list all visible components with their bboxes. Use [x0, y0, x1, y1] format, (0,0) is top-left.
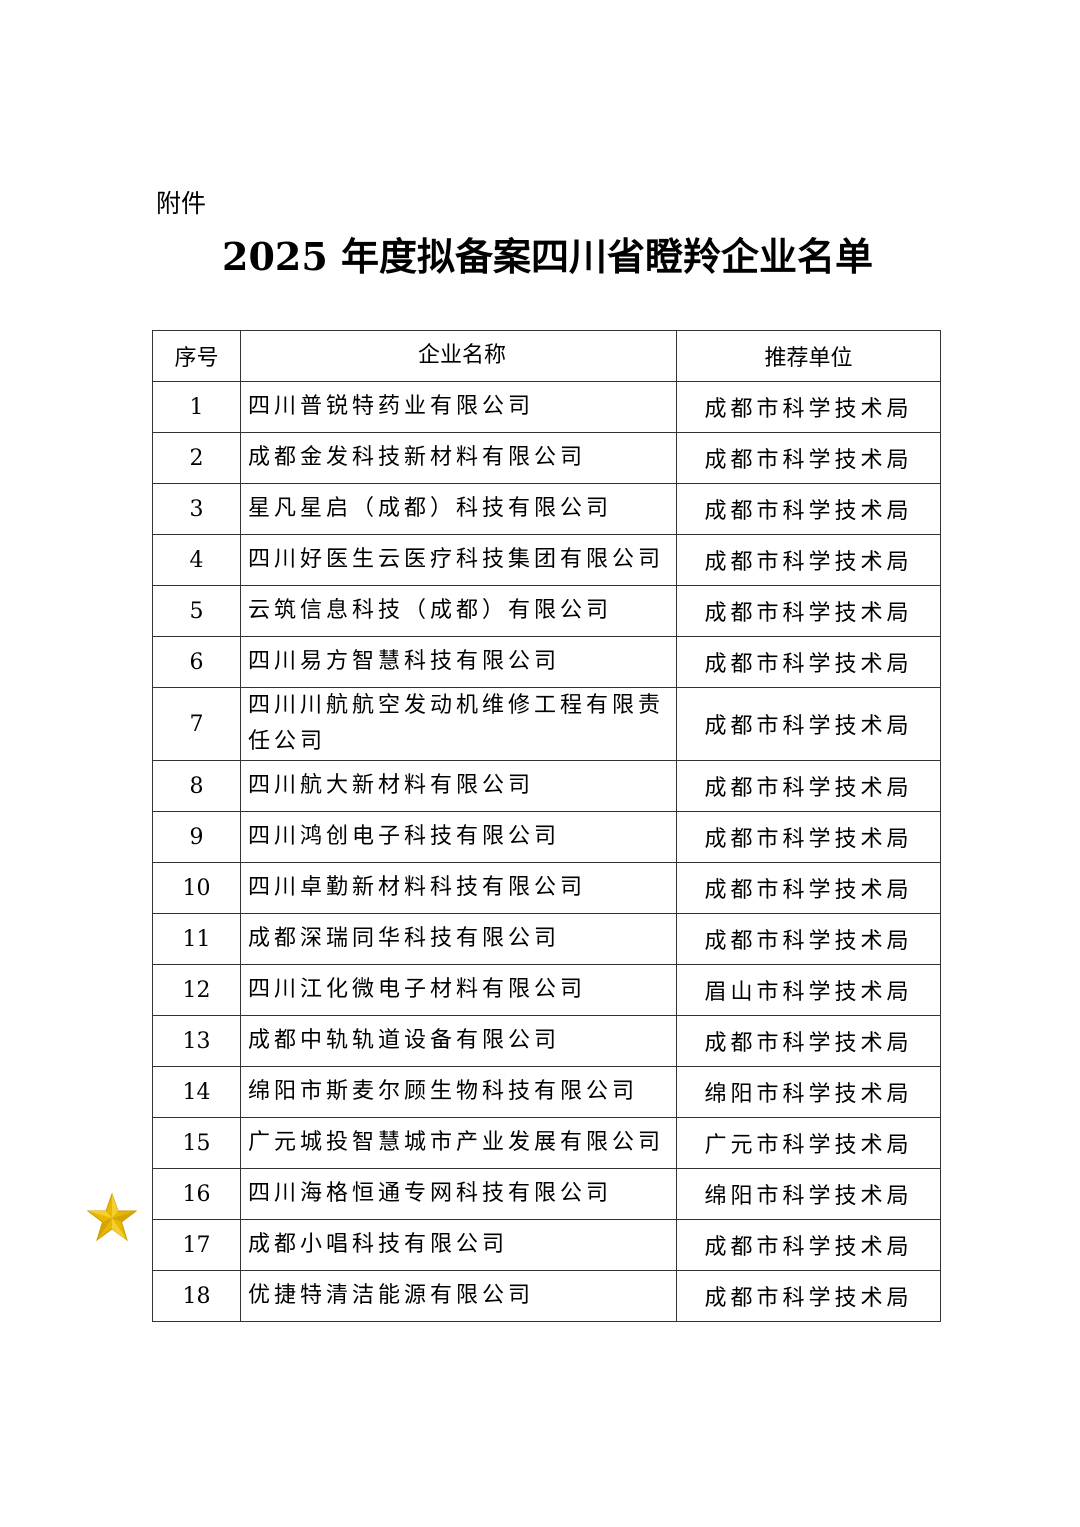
row-number: 9: [152, 811, 241, 863]
table-row: 9 四川鸿创电子科技有限公司 成都市科学技术局: [152, 811, 941, 863]
company-name: 四川易方智慧科技有限公司: [240, 636, 677, 688]
row-number: 14: [152, 1066, 241, 1118]
header-name: 企业名称: [240, 330, 677, 382]
row-number: 10: [152, 862, 241, 914]
company-name: 四川卓勤新材料科技有限公司: [240, 862, 677, 914]
company-name: 成都小唱科技有限公司: [240, 1219, 677, 1271]
table-row: 8 四川航大新材料有限公司 成都市科学技术局: [152, 760, 941, 812]
row-number: 16: [152, 1168, 241, 1220]
table-row: 11 成都深瑞同华科技有限公司 成都市科学技术局: [152, 913, 941, 965]
company-name: 优捷特清洁能源有限公司: [240, 1270, 677, 1322]
recommending-unit: 成都市科学技术局: [676, 1015, 941, 1067]
company-name: 四川航大新材料有限公司: [240, 760, 677, 812]
company-name: 星凡星启（成都）科技有限公司: [240, 483, 677, 535]
recommending-unit: 绵阳市科学技术局: [676, 1066, 941, 1118]
table-row: 15 广元城投智慧城市产业发展有限公司 广元市科学技术局: [152, 1117, 941, 1169]
company-name: 四川江化微电子材料有限公司: [240, 964, 677, 1016]
row-number: 11: [152, 913, 241, 965]
recommending-unit: 绵阳市科学技术局: [676, 1168, 941, 1220]
recommending-unit: 成都市科学技术局: [676, 1270, 941, 1322]
row-number: 5: [152, 585, 241, 637]
table-row: 16 四川海格恒通专网科技有限公司 绵阳市科学技术局: [152, 1168, 941, 1220]
table-row: 7 四川川航航空发动机维修工程有限责任公司 成都市科学技术局: [152, 687, 941, 761]
company-name: 四川川航航空发动机维修工程有限责任公司: [240, 687, 677, 761]
row-number: 15: [152, 1117, 241, 1169]
company-name: 四川鸿创电子科技有限公司: [240, 811, 677, 863]
attachment-label: 附件: [156, 189, 207, 218]
company-name: 绵阳市斯麦尔顾生物科技有限公司: [240, 1066, 677, 1118]
recommending-unit: 成都市科学技术局: [676, 636, 941, 688]
table-row: 4 四川好医生云医疗科技集团有限公司 成都市科学技术局: [152, 534, 941, 586]
table-row: 13 成都中轨轨道设备有限公司 成都市科学技术局: [152, 1015, 941, 1067]
recommending-unit: 成都市科学技术局: [676, 483, 941, 535]
row-number: 8: [152, 760, 241, 812]
recommending-unit: 成都市科学技术局: [676, 585, 941, 637]
recommending-unit: 成都市科学技术局: [676, 687, 941, 761]
table-row: 12 四川江化微电子材料有限公司 眉山市科学技术局: [152, 964, 941, 1016]
company-name: 成都深瑞同华科技有限公司: [240, 913, 677, 965]
row-number: 17: [152, 1219, 241, 1271]
recommending-unit: 成都市科学技术局: [676, 760, 941, 812]
table-row: 3 星凡星启（成都）科技有限公司 成都市科学技术局: [152, 483, 941, 535]
company-name: 成都金发科技新材料有限公司: [240, 432, 677, 484]
table-row: 18 优捷特清洁能源有限公司 成都市科学技术局: [152, 1270, 941, 1322]
recommending-unit: 广元市科学技术局: [676, 1117, 941, 1169]
row-number: 13: [152, 1015, 241, 1067]
recommending-unit: 成都市科学技术局: [676, 913, 941, 965]
table-header-row: 序号 企业名称 推荐单位: [152, 330, 941, 382]
header-unit: 推荐单位: [676, 330, 941, 382]
company-name: 成都中轨轨道设备有限公司: [240, 1015, 677, 1067]
row-number: 7: [152, 687, 241, 761]
row-number: 2: [152, 432, 241, 484]
company-name: 广元城投智慧城市产业发展有限公司: [240, 1117, 677, 1169]
star-icon: [86, 1192, 138, 1242]
row-number: 6: [152, 636, 241, 688]
table-row: 10 四川卓勤新材料科技有限公司 成都市科学技术局: [152, 862, 941, 914]
recommending-unit: 成都市科学技术局: [676, 862, 941, 914]
company-name: 云筑信息科技（成都）有限公司: [240, 585, 677, 637]
enterprise-table: 序号 企业名称 推荐单位 1 四川普锐特药业有限公司 成都市科学技术局 2 成都金发科技…: [152, 330, 941, 1322]
page-title: 2025 年度拟备案四川省瞪羚企业名单: [222, 234, 873, 279]
recommending-unit: 成都市科学技术局: [676, 1219, 941, 1271]
recommending-unit: 成都市科学技术局: [676, 534, 941, 586]
recommending-unit: 成都市科学技术局: [676, 432, 941, 484]
recommending-unit: 眉山市科学技术局: [676, 964, 941, 1016]
company-name: 四川普锐特药业有限公司: [240, 381, 677, 433]
recommending-unit: 成都市科学技术局: [676, 381, 941, 433]
row-number: 3: [152, 483, 241, 535]
header-no: 序号: [152, 330, 241, 382]
company-name: 四川海格恒通专网科技有限公司: [240, 1168, 677, 1220]
table-row: 5 云筑信息科技（成都）有限公司 成都市科学技术局: [152, 585, 941, 637]
recommending-unit: 成都市科学技术局: [676, 811, 941, 863]
table-row: 1 四川普锐特药业有限公司 成都市科学技术局: [152, 381, 941, 433]
row-number: 1: [152, 381, 241, 433]
row-number: 4: [152, 534, 241, 586]
row-number: 12: [152, 964, 241, 1016]
table-row: 6 四川易方智慧科技有限公司 成都市科学技术局: [152, 636, 941, 688]
table-row: 14 绵阳市斯麦尔顾生物科技有限公司 绵阳市科学技术局: [152, 1066, 941, 1118]
table-row: 17 成都小唱科技有限公司 成都市科学技术局: [152, 1219, 941, 1271]
table-row: 2 成都金发科技新材料有限公司 成都市科学技术局: [152, 432, 941, 484]
row-number: 18: [152, 1270, 241, 1322]
company-name: 四川好医生云医疗科技集团有限公司: [240, 534, 677, 586]
